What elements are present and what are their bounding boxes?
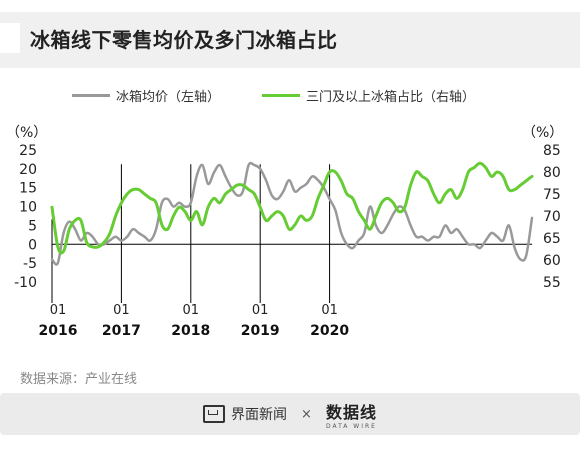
header: 冰箱线下零售均价及多门冰箱占比 [0, 0, 580, 56]
x-month-label: 01 [321, 303, 338, 318]
legend-label-grey: 冰箱均价（左轴） [116, 90, 221, 105]
left-tick-label: -10 [14, 275, 37, 291]
right-tick-label: 85 [543, 143, 561, 159]
left-tick-label: 20 [19, 162, 37, 178]
chart-legend: 冰箱均价（左轴） 三门及以上冰箱占比（右轴） [0, 86, 580, 108]
right-tick-label: 75 [543, 187, 561, 203]
x-month-label: 01 [183, 303, 200, 318]
left-axis-unit: （%） [6, 125, 47, 141]
left-tick-label: 0 [28, 237, 37, 253]
footer-times-sign: × [301, 406, 312, 422]
footer-brand-2: 数据线 [325, 402, 377, 422]
title-accent-bar [0, 23, 20, 53]
x-year-label: 2019 [241, 323, 280, 339]
legend-swatch-green [262, 94, 300, 97]
line-chart: 25 20 15 10 5 0 -5 -10 85 80 75 70 65 60 55 （%） （%） 01 201… [6, 125, 563, 339]
x-month-label: 01 [113, 303, 130, 318]
footer-content: 界面新闻 × 数据线 DATA WIRE [0, 393, 580, 435]
x-month-label: 01 [252, 303, 269, 318]
x-year-label: 2020 [310, 323, 349, 339]
left-tick-label: 10 [19, 200, 37, 216]
left-tick-label: -5 [23, 256, 37, 272]
series-line-grey [50, 161, 534, 266]
right-axis-unit: （%） [522, 125, 563, 141]
right-tick-label: 55 [543, 275, 561, 291]
left-tick-label: 25 [19, 143, 37, 159]
right-tick-label: 80 [543, 165, 561, 181]
legend-item-grey: 冰箱均价（左轴） [72, 86, 220, 105]
page-title: 冰箱线下零售均价及多门冰箱占比 [30, 28, 338, 52]
series-line-green [50, 161, 534, 255]
legend-item-green: 三门及以上冰箱占比（右轴） [262, 86, 475, 105]
x-year-label: 2018 [171, 323, 210, 339]
legend-label-green: 三门及以上冰箱占比（右轴） [306, 90, 476, 105]
right-tick-label: 65 [543, 231, 561, 247]
series-lines [50, 161, 534, 266]
x-month-label: 01 [50, 303, 67, 318]
left-tick-label: 15 [19, 181, 37, 197]
source-note: 数据来源：产业在线 [20, 372, 138, 387]
jiemian-logo-icon [203, 405, 226, 423]
footer-brand-2-wrap: 数据线 DATA WIRE [326, 399, 377, 430]
legend-swatch-grey [72, 94, 110, 97]
x-year-label: 2016 [39, 323, 78, 339]
footer-brand-1: 界面新闻 [231, 407, 288, 423]
axis-labels: 25 20 15 10 5 0 -5 -10 85 80 75 70 65 60 55 （%） （%） 01 201… [6, 125, 563, 339]
left-tick-label: 5 [28, 218, 37, 234]
footer: 界面新闻 × 数据线 DATA WIRE [0, 393, 580, 435]
x-year-label: 2017 [102, 323, 141, 339]
footer-brand-2-sub: DATA WIRE [325, 422, 377, 430]
right-tick-label: 60 [543, 253, 561, 269]
right-tick-label: 70 [543, 209, 561, 225]
